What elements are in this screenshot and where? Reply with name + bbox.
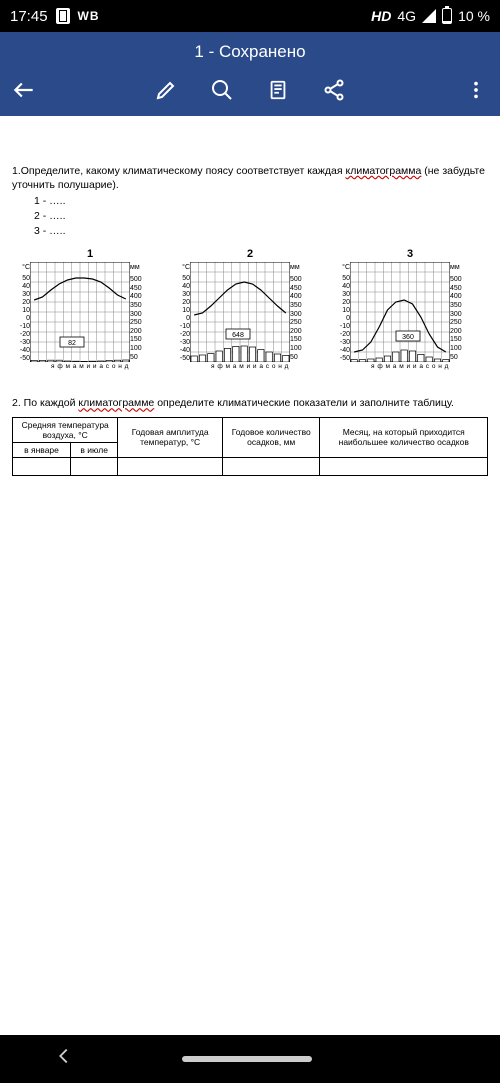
climatogram-1: 1 °C50403020100-10-20-30-40-50 82 мм5004… [12, 248, 168, 370]
document-body[interactable]: 1.Определите, какому климатическому пояс… [0, 116, 500, 1035]
hd-icon: HD [371, 8, 391, 24]
y-axis-precip: мм50045040035030025020015010050 [450, 262, 470, 362]
climatogram-3: 3 °C50403020100-10-20-30-40-50 360 мм500… [332, 248, 488, 370]
app-header: 1 - Сохранено [0, 32, 500, 116]
y-axis-temp: °C50403020100-10-20-30-40-50 [172, 262, 190, 362]
y-axis-temp: °C50403020100-10-20-30-40-50 [332, 262, 350, 362]
chart-number: 3 [332, 248, 488, 260]
nav-home-pill[interactable] [182, 1056, 312, 1062]
climatogram-2: 2 °C50403020100-10-20-30-40-50 648 мм500… [172, 248, 328, 370]
y-axis-precip: мм50045040035030025020015010050 [290, 262, 310, 362]
battery-icon [442, 8, 452, 24]
th-maxmonth: Месяц, на который приходится наибольшее … [320, 417, 488, 457]
wavy-word-1: климатограмма [345, 165, 421, 177]
answer-line: 3 - ….. [34, 224, 488, 239]
nav-back-button[interactable] [53, 1045, 75, 1073]
indicators-table: Средняя температура воздуха, °C Годовая … [12, 417, 488, 476]
reading-mode-button[interactable] [264, 76, 292, 104]
task1-text: 1.Определите, какому климатическому пояс… [12, 164, 488, 192]
wb-badge: WB [78, 9, 100, 23]
chart-number: 2 [172, 248, 328, 260]
y-axis-temp: °C50403020100-10-20-30-40-50 [12, 262, 30, 362]
table-row [13, 457, 488, 475]
answer-line: 2 - ….. [34, 209, 488, 224]
task2-block: 2. По каждой климатограмме определите кл… [12, 396, 488, 475]
back-button[interactable] [10, 76, 38, 104]
edit-button[interactable] [152, 76, 180, 104]
th-jul: в июле [71, 442, 118, 457]
th-amplitude: Годовая амплитуда температур, °C [118, 417, 223, 457]
clock: 17:45 [10, 8, 48, 25]
charts-row: 1 °C50403020100-10-20-30-40-50 82 мм5004… [12, 248, 488, 370]
wavy-word-2: климатограмме [78, 397, 154, 409]
task2-text: 2. По каждой климатограмме определите кл… [12, 396, 488, 410]
th-temp: Средняя температура воздуха, °C [13, 417, 118, 442]
x-axis-months: я ф м а м и и а с о н д [332, 363, 488, 370]
more-button[interactable] [462, 76, 490, 104]
status-bar: 17:45 WB HD 4G 10 % [0, 0, 500, 32]
y-axis-precip: мм50045040035030025020015010050 [130, 262, 150, 362]
x-axis-months: я ф м а м и и а с о н д [12, 363, 168, 370]
sim-icon [56, 8, 70, 24]
chart-number: 1 [12, 248, 168, 260]
svg-text:360: 360 [402, 334, 414, 341]
doc-title: 1 - Сохранено [0, 32, 500, 70]
th-jan: в январе [13, 442, 71, 457]
search-button[interactable] [208, 76, 236, 104]
svg-text:648: 648 [232, 332, 244, 339]
th-precip: Годовое количество осадков, мм [222, 417, 320, 457]
signal-icon [422, 9, 436, 23]
share-button[interactable] [320, 76, 348, 104]
task1-answers: 1 - ….. 2 - ….. 3 - ….. [12, 194, 488, 238]
x-axis-months: я ф м а м и и а с о н д [172, 363, 328, 370]
network-label: 4G [397, 8, 416, 24]
svg-text:82: 82 [68, 340, 76, 347]
answer-line: 1 - ….. [34, 194, 488, 209]
android-nav-bar [0, 1035, 500, 1083]
battery-pct: 10 % [458, 8, 490, 24]
